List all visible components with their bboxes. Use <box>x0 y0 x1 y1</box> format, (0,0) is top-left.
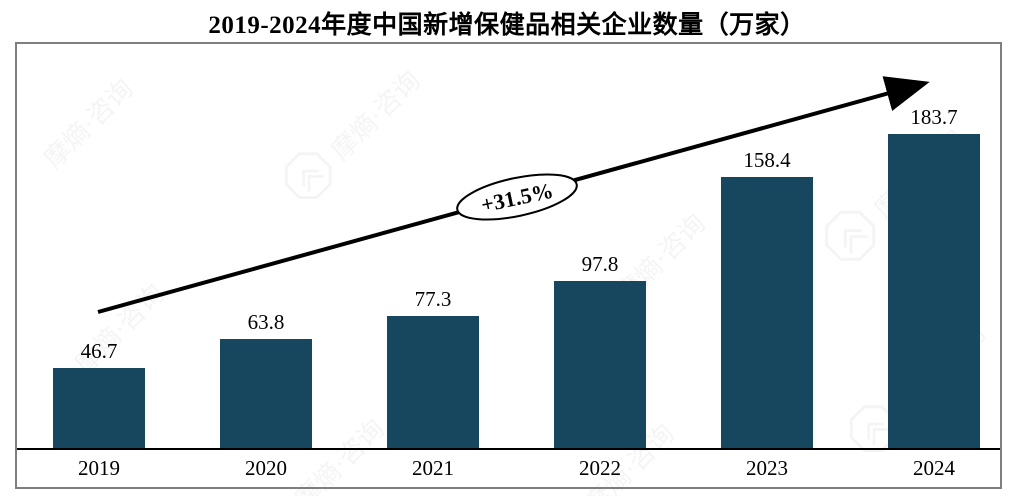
watermark: 摩熵·咨询 <box>34 70 140 176</box>
x-axis-label: 2019 <box>78 456 120 480</box>
watermark-octagon-icon <box>811 196 895 280</box>
x-axis-label: 2024 <box>913 456 955 480</box>
bar <box>387 316 479 448</box>
bar <box>554 281 646 448</box>
bar-value-label: 63.8 <box>247 310 285 334</box>
bar <box>721 177 813 448</box>
trend-overlay: +31.5% <box>97 76 930 314</box>
watermark-label: 摩熵·咨询 <box>38 73 139 175</box>
bar <box>220 339 312 448</box>
x-axis-line <box>17 448 1000 450</box>
bar-value-label: 46.7 <box>80 339 118 363</box>
x-axis-label: 2021 <box>412 456 454 480</box>
watermark-octagon-icon <box>271 139 349 217</box>
bar-value-label: 97.8 <box>581 252 619 276</box>
bar-value-label: 183.7 <box>910 105 958 129</box>
watermark: 摩熵·咨询 <box>65 275 171 381</box>
x-axis-label: 2022 <box>579 456 621 480</box>
watermark-label: 摩熵·咨询 <box>325 65 427 166</box>
annotation-ellipse <box>456 173 578 221</box>
bar-value-label: 77.3 <box>414 287 452 311</box>
bar <box>53 368 145 448</box>
chart-title: 2019-2024年度中国新增保健品相关企业数量（万家） <box>208 12 806 39</box>
bar-value-label: 158.4 <box>743 148 791 172</box>
plot-area: 摩熵·咨询 摩熵·咨询 摩熵·咨询 摩熵·咨询 摩熵·咨询 <box>15 42 1002 496</box>
watermark-label: 摩熵·咨询 <box>69 278 170 380</box>
annotation-label: +31.5% <box>479 178 556 218</box>
x-axis-label: 2020 <box>245 456 287 480</box>
x-axis-label: 2023 <box>746 456 788 480</box>
bar <box>888 134 980 448</box>
watermark: 摩熵·咨询 <box>271 54 435 218</box>
